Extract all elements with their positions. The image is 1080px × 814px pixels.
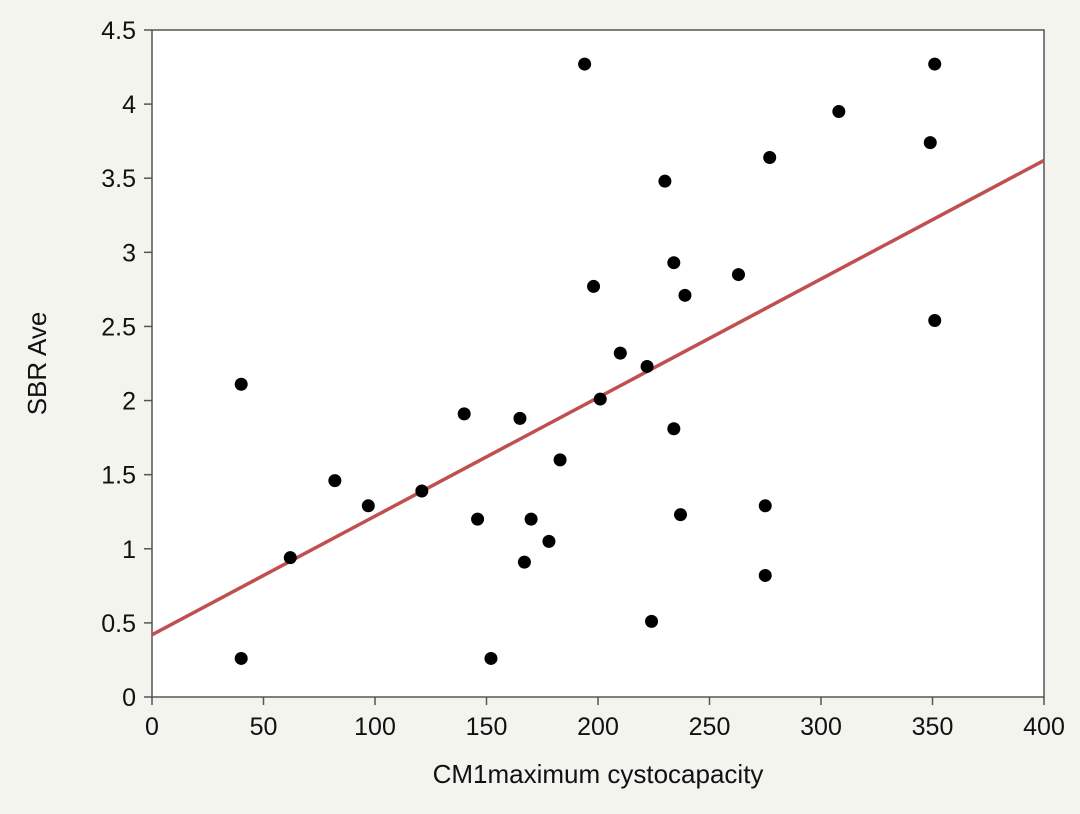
scatter-point [593,392,607,406]
y-tick-label: 2.5 [101,313,136,341]
scatter-point [613,346,627,360]
scatter-point [928,57,942,71]
scatter-point [361,499,375,513]
data-points [234,57,942,665]
y-axis-ticks: 0 0.5 1 1.5 2 2.5 3 3.5 4 4.5 [101,17,152,712]
scatter-point [553,453,567,467]
y-axis-title: SBR Ave [22,312,52,416]
x-tick-label: 300 [800,713,842,741]
x-tick-label: 150 [466,713,508,741]
x-tick-label: 100 [354,713,396,741]
y-tick-label: 3.5 [101,165,136,193]
scatter-point [928,314,942,328]
scatter-point [640,359,654,373]
scatter-point [832,105,846,119]
scatter-point [328,474,342,488]
y-tick-label: 4.5 [101,17,136,45]
y-tick-label: 0 [122,684,136,712]
scatter-point [763,150,777,164]
x-axis-title: CM1maximum cystocapacity [433,759,764,789]
y-tick-label: 1 [122,536,136,564]
scatter-point [415,484,429,498]
y-tick-label: 3 [122,239,136,267]
scatter-point [667,256,681,270]
scatter-point [471,512,485,526]
scatter-point [234,377,248,391]
scatter-point [283,551,297,565]
x-axis-ticks: 0 50 100 150 200 250 300 350 400 [145,697,1065,741]
scatter-point [457,407,471,421]
x-tick-label: 350 [912,713,954,741]
scatter-point [758,568,772,582]
scatter-point [667,422,681,436]
scatter-point [645,614,659,628]
scatter-point [484,651,498,665]
x-tick-label: 50 [250,713,278,741]
scatter-point [234,651,248,665]
scatter-point [731,268,745,282]
scatter-point [517,555,531,569]
y-tick-label: 1.5 [101,462,136,490]
scatter-point [542,534,556,548]
scatter-point [674,508,688,522]
scatter-point [678,288,692,302]
scatter-point [524,512,538,526]
scatter-point [923,136,937,150]
x-tick-label: 250 [689,713,731,741]
x-tick-label: 400 [1023,713,1065,741]
y-tick-label: 4 [122,91,136,119]
y-tick-label: 2 [122,388,136,416]
scatter-point [578,57,592,71]
scatter-point [513,411,527,425]
plot-area [151,29,1045,698]
scatter-point [658,174,672,188]
scatter-point [758,499,772,513]
x-tick-label: 200 [577,713,619,741]
scatter-point [587,279,601,293]
y-tick-label: 0.5 [101,610,136,638]
x-tick-label: 0 [145,713,159,741]
